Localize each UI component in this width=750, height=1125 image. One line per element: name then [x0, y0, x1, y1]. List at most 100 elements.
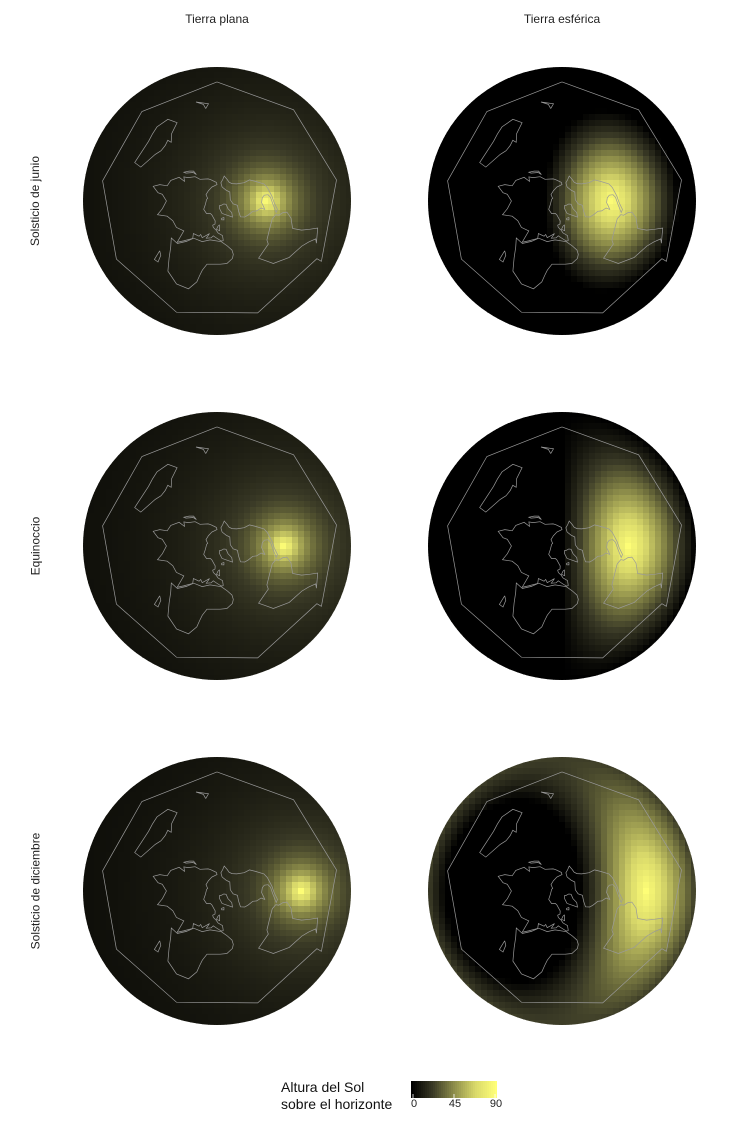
- heatmap-cell: [286, 90, 293, 97]
- heatmap-cell: [310, 483, 317, 490]
- heatmap-cell: [535, 318, 542, 325]
- heatmap-cell: [136, 447, 143, 454]
- heatmap-cell: [106, 144, 113, 151]
- heatmap-cell: [691, 234, 696, 241]
- heatmap-cell: [649, 288, 656, 295]
- heatmap-cell: [679, 180, 686, 187]
- heatmap-cell: [160, 108, 167, 115]
- heatmap-cell: [571, 300, 578, 307]
- heatmap-cell: [112, 501, 119, 508]
- heatmap-cell: [340, 501, 347, 508]
- heatmap-cell: [637, 186, 644, 193]
- heatmap-cell: [226, 276, 233, 283]
- heatmap-cell: [457, 180, 464, 187]
- heatmap-cell: [571, 228, 578, 235]
- heatmap-cell: [106, 465, 113, 472]
- heatmap-cell: [118, 276, 125, 283]
- heatmap-cell: [517, 258, 524, 265]
- heatmap-cell: [517, 144, 524, 151]
- heatmap-cell: [595, 192, 602, 199]
- heatmap-cell: [274, 156, 281, 163]
- heatmap-cell: [94, 615, 101, 622]
- heatmap-cell: [196, 132, 203, 139]
- heatmap-cell: [577, 84, 584, 91]
- heatmap-cell: [679, 246, 686, 253]
- heatmap-cell: [559, 306, 566, 313]
- heatmap-cell: [316, 144, 323, 151]
- heatmap-cell: [428, 198, 434, 205]
- heatmap-cell: [451, 144, 458, 151]
- heatmap-cell: [244, 108, 251, 115]
- heatmap-cell: [469, 174, 476, 181]
- heatmap-cell: [571, 150, 578, 157]
- heatmap-cell: [475, 108, 482, 115]
- heatmap-cell: [160, 306, 167, 313]
- heatmap-cell: [625, 258, 632, 265]
- heatmap-cell: [172, 519, 179, 526]
- heatmap-cell: [130, 525, 137, 532]
- heatmap-cell: [661, 138, 668, 145]
- heatmap-cell: [232, 168, 239, 175]
- heatmap-cell: [637, 192, 644, 199]
- heatmap-cell: [232, 627, 239, 634]
- heatmap-cell: [184, 204, 191, 211]
- heatmap-cell: [511, 174, 518, 181]
- heatmap-cell: [88, 561, 95, 568]
- heatmap-cell: [262, 489, 269, 496]
- heatmap-cell: [298, 102, 305, 109]
- heatmap-cell: [88, 168, 95, 175]
- heatmap-cell: [469, 126, 476, 133]
- heatmap-cell: [94, 180, 101, 187]
- heatmap-cell: [451, 264, 458, 271]
- heatmap-cell: [595, 198, 602, 205]
- heatmap-cell: [83, 210, 89, 217]
- heatmap-cell: [184, 210, 191, 217]
- heatmap-cell: [118, 639, 125, 646]
- heatmap-cell: [691, 186, 696, 193]
- heatmap-cell: [559, 78, 566, 85]
- heatmap-cell: [208, 471, 215, 478]
- heatmap-cell: [154, 306, 161, 313]
- heatmap-cell: [100, 495, 107, 502]
- heatmap-cell: [493, 300, 500, 307]
- heatmap-cell: [577, 210, 584, 217]
- heatmap-cell: [637, 90, 644, 97]
- heatmap-cell: [202, 90, 209, 97]
- heatmap-cell: [220, 72, 227, 79]
- heatmap-cell: [232, 537, 239, 544]
- heatmap-cell: [322, 132, 329, 139]
- heatmap-cell: [340, 561, 347, 568]
- heatmap-cell: [94, 234, 101, 241]
- heatmap-cell: [310, 561, 317, 568]
- heatmap-cell: [226, 240, 233, 247]
- heatmap-cell: [643, 222, 650, 229]
- heatmap-cell: [286, 306, 293, 313]
- heatmap-cell: [310, 108, 317, 115]
- heatmap-cell: [154, 561, 161, 568]
- heatmap-cell: [679, 174, 686, 181]
- heatmap-cell: [316, 192, 323, 199]
- heatmap-cell: [166, 549, 173, 556]
- heatmap-cell: [286, 435, 293, 442]
- heatmap-cell: [481, 312, 488, 319]
- heatmap-cell: [124, 288, 131, 295]
- heatmap-cell: [118, 258, 125, 265]
- heatmap-cell: [274, 114, 281, 121]
- heatmap-cell: [535, 180, 542, 187]
- heatmap-cell: [250, 412, 257, 418]
- heatmap-cell: [262, 561, 269, 568]
- heatmap-cell: [679, 252, 686, 259]
- heatmap-cell: [118, 579, 125, 586]
- heatmap-cell: [202, 216, 209, 223]
- heatmap-cell: [166, 168, 173, 175]
- heatmap-cell: [142, 120, 149, 127]
- heatmap-cell: [136, 651, 143, 658]
- heatmap-cell: [166, 591, 173, 598]
- heatmap-cell: [304, 144, 311, 151]
- heatmap-cell: [517, 168, 524, 175]
- heatmap-cell: [160, 72, 167, 79]
- heatmap-cell: [202, 132, 209, 139]
- heatmap-cell: [505, 264, 512, 271]
- heatmap-cell: [136, 282, 143, 289]
- heatmap-cell: [346, 519, 351, 526]
